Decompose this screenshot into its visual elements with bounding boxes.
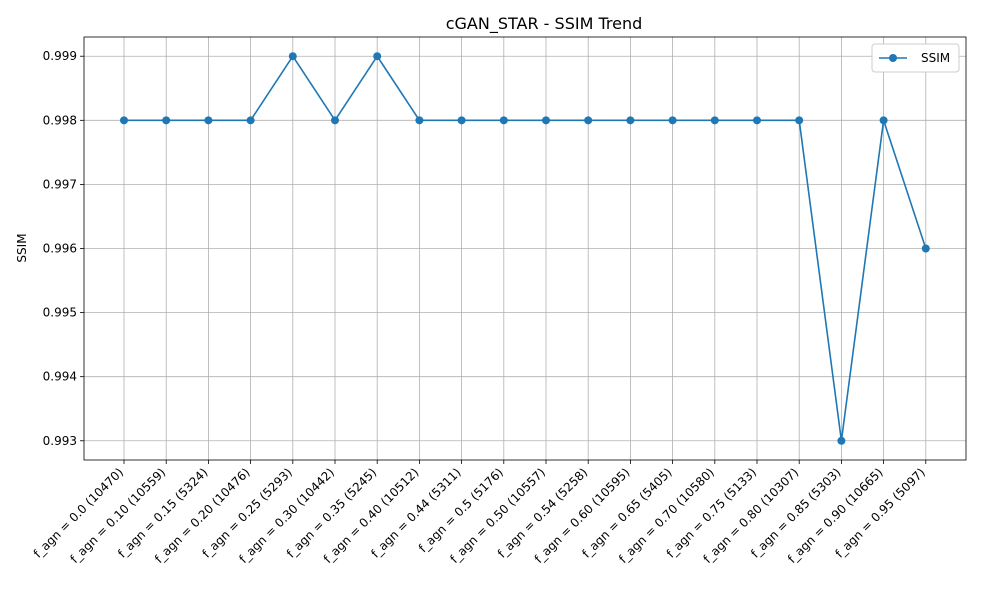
data-point [288, 52, 297, 61]
axes: 0.9930.9940.9950.9960.9970.9980.999f_agn… [31, 36, 967, 566]
data-point [331, 116, 339, 125]
y-tick-label: 0.998 [43, 113, 77, 127]
data-point [246, 116, 255, 125]
series-line [124, 54, 927, 441]
legend-label: SSIM [921, 51, 950, 65]
data-point [795, 116, 804, 125]
data-point [753, 116, 761, 125]
chart-title: cGAN_STAR - SSIM Trend [446, 14, 643, 34]
data-point [162, 116, 171, 125]
data-point [542, 116, 550, 125]
data-point [415, 116, 424, 125]
data-point [499, 116, 508, 125]
grid [84, 37, 966, 460]
data-point [626, 116, 635, 125]
y-tick-label: 0.996 [43, 242, 77, 256]
data-point [204, 116, 213, 125]
y-tick-label: 0.993 [43, 434, 77, 448]
data-point [120, 116, 128, 125]
data-point [921, 244, 930, 253]
y-tick-label: 0.999 [43, 49, 77, 63]
plot-frame [83, 36, 967, 461]
legend-marker [889, 54, 897, 62]
data-point [710, 116, 719, 125]
data-point [668, 116, 677, 125]
data-point [457, 116, 466, 125]
series-layer [120, 52, 930, 445]
y-axis-label: SSIM [15, 233, 29, 262]
data-point [879, 116, 888, 125]
y-tick-label: 0.997 [43, 177, 77, 191]
data-point [837, 436, 846, 445]
legend: SSIM [871, 43, 960, 73]
legend-box [871, 43, 960, 73]
data-point [584, 116, 593, 125]
y-tick-label: 0.995 [43, 306, 77, 320]
y-tick-label: 0.994 [43, 370, 77, 384]
data-point [373, 52, 382, 61]
